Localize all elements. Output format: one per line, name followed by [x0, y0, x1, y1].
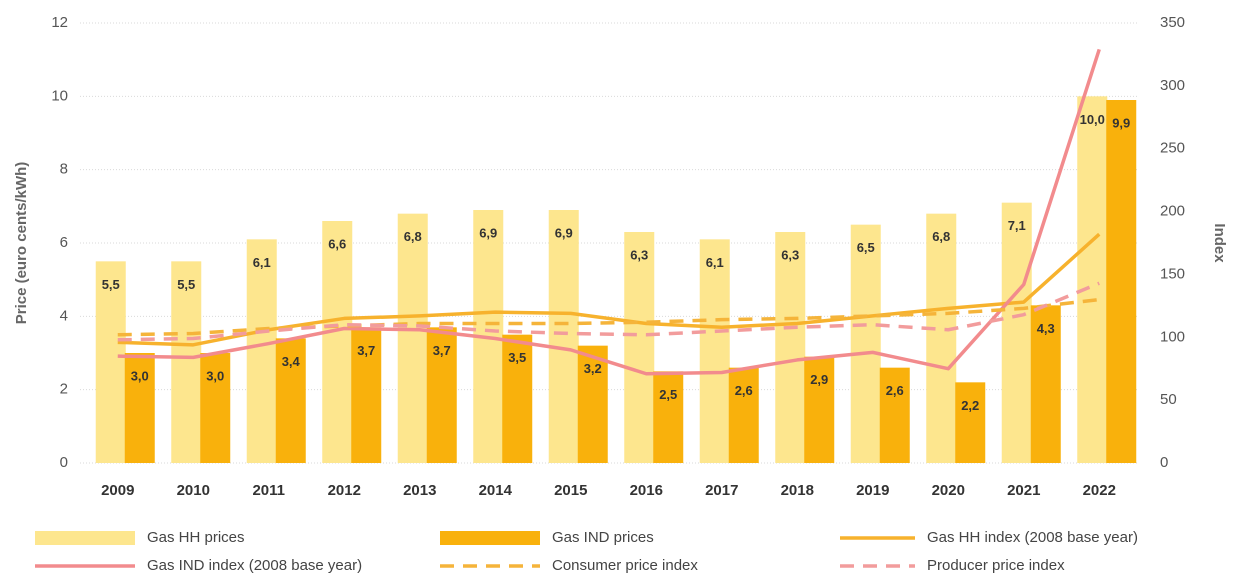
y-tick-label: 2	[60, 381, 68, 398]
data-label: 3,0	[206, 368, 224, 383]
x-tick-label: 2011	[252, 482, 285, 499]
legend-label: Producer price index	[927, 557, 1065, 574]
y2-axis-title: Index	[1211, 223, 1228, 263]
bar	[275, 338, 306, 463]
y2-tick-label: 100	[1160, 328, 1185, 345]
y-axis-title: Price (euro cents/kWh)	[13, 162, 30, 325]
data-label: 6,5	[857, 240, 875, 255]
bar	[699, 239, 730, 463]
y2-tick-label: 50	[1160, 391, 1177, 408]
bar	[397, 213, 428, 463]
bar	[351, 327, 382, 463]
bar	[1106, 100, 1137, 463]
data-label: 6,9	[555, 225, 573, 240]
x-tick-label: 2009	[101, 482, 134, 499]
legend-swatch	[35, 531, 135, 545]
data-label: 6,6	[328, 236, 346, 251]
data-label: 6,3	[630, 247, 648, 262]
bar	[1077, 96, 1108, 463]
legend-label: Gas HH index (2008 base year)	[927, 529, 1138, 546]
bar	[804, 356, 835, 463]
y2-tick-label: 300	[1160, 77, 1185, 94]
y2-tick-label: 0	[1160, 454, 1168, 471]
bar	[1030, 305, 1061, 463]
y2-tick-label: 250	[1160, 140, 1185, 157]
y-tick-label: 10	[51, 87, 68, 104]
x-tick-label: 2021	[1007, 482, 1040, 499]
data-label: 2,5	[659, 387, 677, 402]
x-tick-label: 2020	[932, 482, 965, 499]
bar	[246, 239, 277, 463]
data-label: 3,7	[357, 343, 375, 358]
data-label: 5,5	[177, 277, 195, 292]
data-label: 6,3	[781, 247, 799, 262]
y2-tick-label: 200	[1160, 203, 1185, 220]
bar	[426, 327, 457, 463]
legend-label: Gas IND index (2008 base year)	[147, 557, 362, 574]
x-tick-label: 2012	[328, 482, 361, 499]
x-tick-label: 2017	[705, 482, 738, 499]
bar	[171, 261, 202, 463]
x-tick-label: 2013	[403, 482, 436, 499]
y-tick-label: 12	[51, 14, 68, 31]
data-label: 5,5	[102, 277, 120, 292]
legend-label: Consumer price index	[552, 557, 698, 574]
data-label: 6,9	[479, 225, 497, 240]
x-tick-label: 2015	[554, 482, 587, 499]
x-tick-label: 2016	[630, 482, 663, 499]
data-label: 3,4	[282, 354, 301, 369]
bar	[926, 213, 957, 463]
y-tick-label: 8	[60, 161, 68, 178]
data-label: 7,1	[1008, 218, 1026, 233]
data-label: 2,6	[886, 383, 904, 398]
data-label: 9,9	[1112, 115, 1130, 130]
bar	[653, 371, 684, 463]
legend-label: Gas HH prices	[147, 529, 245, 546]
y2-tick-label: 350	[1160, 14, 1185, 31]
data-label: 6,1	[706, 255, 724, 270]
line-series	[117, 297, 1100, 337]
y-tick-label: 4	[60, 307, 68, 324]
bar	[624, 232, 655, 463]
bar	[502, 334, 533, 463]
x-tick-label: 2010	[177, 482, 210, 499]
bar	[728, 367, 759, 463]
x-tick-label: 2022	[1083, 482, 1116, 499]
data-label: 3,2	[584, 361, 602, 376]
data-label: 10,0	[1080, 112, 1105, 127]
data-label: 2,9	[810, 372, 828, 387]
x-tick-label: 2019	[856, 482, 889, 499]
bar	[548, 210, 579, 463]
y2-tick-label: 150	[1160, 265, 1185, 282]
legend-label: Gas IND prices	[552, 529, 654, 546]
bar	[879, 367, 910, 463]
y-tick-label: 6	[60, 234, 68, 251]
data-label: 6,8	[932, 229, 950, 244]
data-label: 3,7	[433, 343, 451, 358]
line-series	[117, 48, 1101, 376]
data-label: 6,8	[404, 229, 422, 244]
bar	[200, 353, 231, 463]
x-tick-label: 2018	[781, 482, 814, 499]
x-tick-label: 2014	[479, 482, 513, 499]
legend-swatch	[440, 531, 540, 545]
bar	[577, 345, 608, 463]
bar	[955, 382, 986, 463]
y-tick-label: 0	[60, 454, 68, 471]
data-label: 6,1	[253, 255, 271, 270]
bar	[775, 232, 806, 463]
bar	[322, 221, 353, 463]
data-label: 2,2	[961, 398, 979, 413]
data-label: 4,3	[1037, 321, 1055, 336]
bar	[850, 224, 881, 463]
line-series	[117, 281, 1100, 342]
data-label: 2,6	[735, 383, 753, 398]
bar	[1001, 202, 1032, 463]
bar	[95, 261, 126, 463]
bar	[124, 353, 155, 463]
data-label: 3,0	[131, 368, 149, 383]
data-label: 3,5	[508, 350, 526, 365]
